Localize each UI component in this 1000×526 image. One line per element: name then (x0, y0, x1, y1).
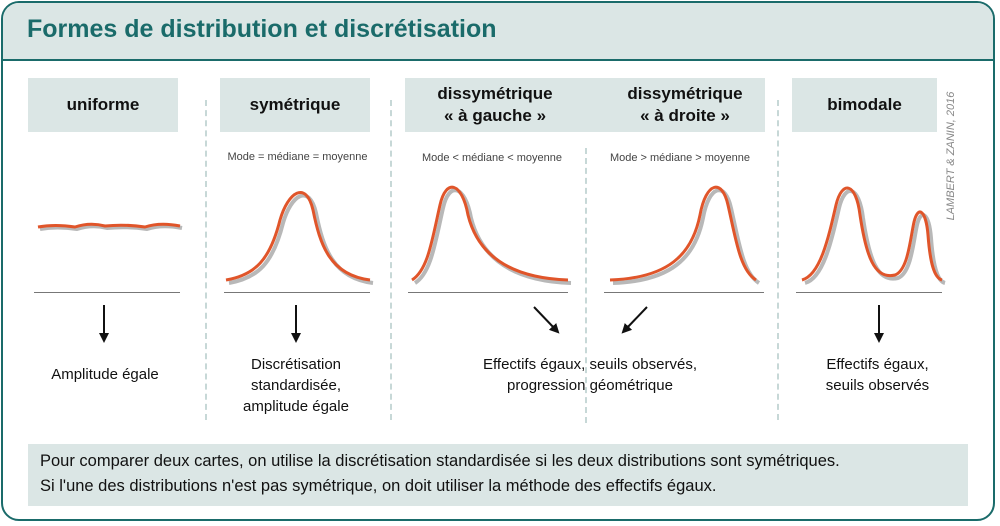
note-gauche: Mode < médiane < moyenne (421, 152, 563, 164)
separator-2 (390, 100, 392, 420)
baseline-bimodale (796, 292, 942, 293)
curve-gauche (411, 185, 572, 285)
heading-uniforme: uniforme (28, 78, 178, 132)
header-band: Formes de distribution et discrétisation (3, 3, 993, 61)
method-dissymetrique-line2: progression géométrique (507, 377, 673, 394)
method-dissymetrique: Effectifs égaux, seuils observés, progre… (440, 354, 740, 396)
method-symetrique-line3: amplitude égale (243, 398, 349, 415)
footer-line2: Si l'une des distributions n'est pas sym… (40, 477, 717, 495)
method-dissymetrique-line1: Effectifs égaux, seuils observés, (483, 356, 697, 373)
credit: LAMBERT & ZANIN, 2016 (945, 91, 957, 221)
note-symetrique: Mode = médiane = moyenne (227, 151, 368, 163)
method-symetrique: Discrétisation standardisée, amplitude é… (215, 354, 377, 417)
curve-uniforme (37, 222, 183, 232)
baseline-droite (604, 292, 764, 293)
baseline-gauche (408, 292, 568, 293)
heading-bimodale: bimodale (792, 78, 937, 132)
note-droite: Mode > médiane > moyenne (609, 152, 751, 164)
heading-dissymetrique-panel (405, 78, 765, 132)
footer-line1: Pour comparer deux cartes, on utilise la… (40, 452, 840, 470)
separator-3 (585, 148, 587, 423)
heading-gauche-line1: dissymétrique (437, 84, 553, 103)
separator-4 (777, 100, 779, 420)
method-bimodale-line2: seuils observés (825, 377, 930, 394)
heading-droite-line1: dissymétrique (627, 84, 743, 103)
heading-gauche: dissymétrique « à gauche » (415, 83, 575, 127)
heading-gauche-line2: « à gauche » (443, 106, 547, 125)
method-bimodale: Effectifs égaux, seuils observés (795, 354, 960, 396)
footer-panel: Pour comparer deux cartes, on utilise la… (28, 444, 968, 506)
page-title: Formes de distribution et discrétisation (27, 15, 497, 43)
curve-symetrique (225, 191, 374, 285)
arrow-gauche (533, 306, 560, 334)
separator-1 (205, 100, 207, 420)
heading-droite: dissymétrique « à droite » (605, 83, 765, 127)
arrow-droite (621, 306, 648, 334)
heading-symetrique: symétrique (220, 78, 370, 132)
curve-bimodale (801, 186, 946, 285)
method-symetrique-line2: standardisée, (250, 377, 342, 394)
method-symetrique-line1: Discrétisation (250, 356, 342, 373)
heading-droite-line2: « à droite » (640, 106, 730, 125)
baseline-symetrique (224, 292, 370, 293)
baseline-uniforme (34, 292, 180, 293)
method-uniforme: Amplitude égale (51, 366, 159, 383)
curve-droite (609, 185, 761, 285)
method-bimodale-line1: Effectifs égaux, (826, 356, 929, 373)
